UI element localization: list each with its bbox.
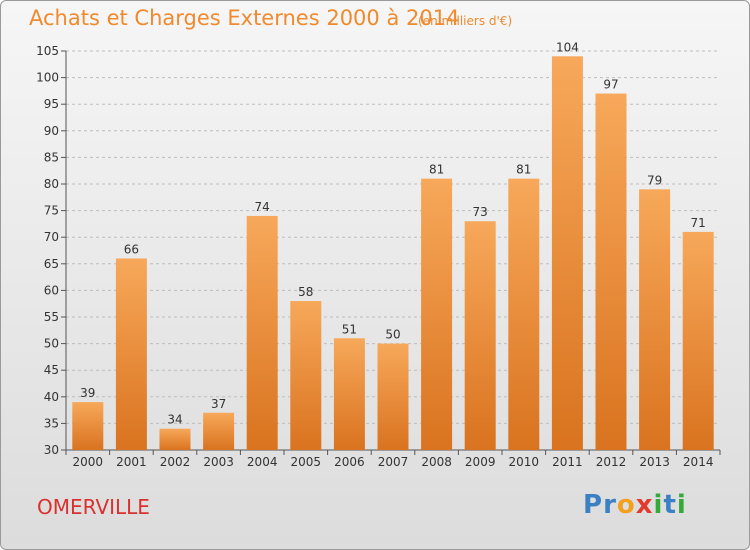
x-tick-label: 2009 xyxy=(465,455,496,469)
proxiti-logo: Proxiti xyxy=(583,490,687,520)
axes: 30 35 40 45 50 55 60 65 70 75 80 85 90 95 100 105 2000 20… xyxy=(36,44,721,469)
y-tick-label: 105 xyxy=(36,44,59,58)
data-label: 37 xyxy=(211,397,226,411)
y-tick-label: 65 xyxy=(44,257,59,271)
bar-2005 xyxy=(290,301,322,450)
bar-2011 xyxy=(551,56,583,450)
y-tick-label: 85 xyxy=(44,150,59,164)
x-tick-label: 2006 xyxy=(334,455,365,469)
y-tick-label: 40 xyxy=(44,390,59,404)
logo-letter: i xyxy=(676,490,687,520)
bar-2014 xyxy=(682,231,714,450)
bar-2006 xyxy=(333,338,365,450)
x-tick-label: 2003 xyxy=(203,455,234,469)
x-tick-label: 2014 xyxy=(683,455,714,469)
y-tick-label: 95 xyxy=(44,97,59,111)
x-tick-label: 2004 xyxy=(247,455,278,469)
y-tick-label: 50 xyxy=(44,337,59,351)
bar-2009 xyxy=(464,221,496,450)
bar-2013 xyxy=(639,189,671,450)
data-label: 39 xyxy=(80,386,95,400)
data-label: 71 xyxy=(691,216,706,230)
bar-2004 xyxy=(246,215,278,450)
y-tick-label: 45 xyxy=(44,363,59,377)
data-label: 51 xyxy=(342,322,357,336)
y-tick-label: 75 xyxy=(44,204,59,218)
bar-2000 xyxy=(72,402,104,450)
data-label: 81 xyxy=(429,163,444,177)
data-label: 104 xyxy=(556,40,579,54)
bar-2010 xyxy=(508,178,540,450)
data-label: 73 xyxy=(473,205,488,219)
y-tick-label: 80 xyxy=(44,177,59,191)
x-tick-label: 2013 xyxy=(639,455,670,469)
data-label: 74 xyxy=(255,200,270,214)
x-tick-label: 2012 xyxy=(596,455,627,469)
logo-letter: x xyxy=(635,490,654,520)
town-name: OMERVILLE xyxy=(37,495,150,519)
bar-2008 xyxy=(421,178,453,450)
data-label: 34 xyxy=(167,413,182,427)
bar-2001 xyxy=(115,258,147,450)
y-tick-label: 70 xyxy=(44,230,59,244)
chart-unit: (en milliers d'€) xyxy=(418,14,513,28)
y-tick-label: 90 xyxy=(44,124,59,138)
bars: 39 66 34 37 74 58 51 50 81 73 81 104 97 79 71 xyxy=(72,40,714,450)
bar-2003 xyxy=(203,412,235,450)
logo-letter: r xyxy=(603,490,617,520)
y-tick-label: 35 xyxy=(44,416,59,430)
logo-letter: o xyxy=(616,490,636,520)
x-tick-label: 2002 xyxy=(160,455,191,469)
chart-title: Achats et Charges Externes 2000 à 2014 xyxy=(29,6,460,30)
y-tick-label: 60 xyxy=(44,283,59,297)
logo-letter: i xyxy=(653,490,664,520)
bar-2012 xyxy=(595,93,627,450)
x-tick-label: 2008 xyxy=(421,455,452,469)
x-tick-label: 2007 xyxy=(378,455,409,469)
data-label: 50 xyxy=(385,328,400,342)
logo-letter: P xyxy=(583,490,604,520)
bar-2007 xyxy=(377,343,409,450)
x-tick-label: 2000 xyxy=(73,455,104,469)
data-label: 81 xyxy=(516,163,531,177)
x-tick-label: 2001 xyxy=(116,455,147,469)
data-label: 58 xyxy=(298,285,313,299)
data-label: 79 xyxy=(647,173,662,187)
y-tick-label: 100 xyxy=(36,71,59,85)
logo-letter: t xyxy=(663,490,677,520)
bar-2002 xyxy=(159,428,191,450)
y-tick-label: 55 xyxy=(44,310,59,324)
y-tick-label: 30 xyxy=(44,443,59,457)
data-label: 97 xyxy=(603,78,618,92)
x-tick-label: 2011 xyxy=(552,455,583,469)
x-tick-label: 2010 xyxy=(509,455,540,469)
data-label: 66 xyxy=(124,242,139,256)
x-tick-label: 2005 xyxy=(291,455,322,469)
